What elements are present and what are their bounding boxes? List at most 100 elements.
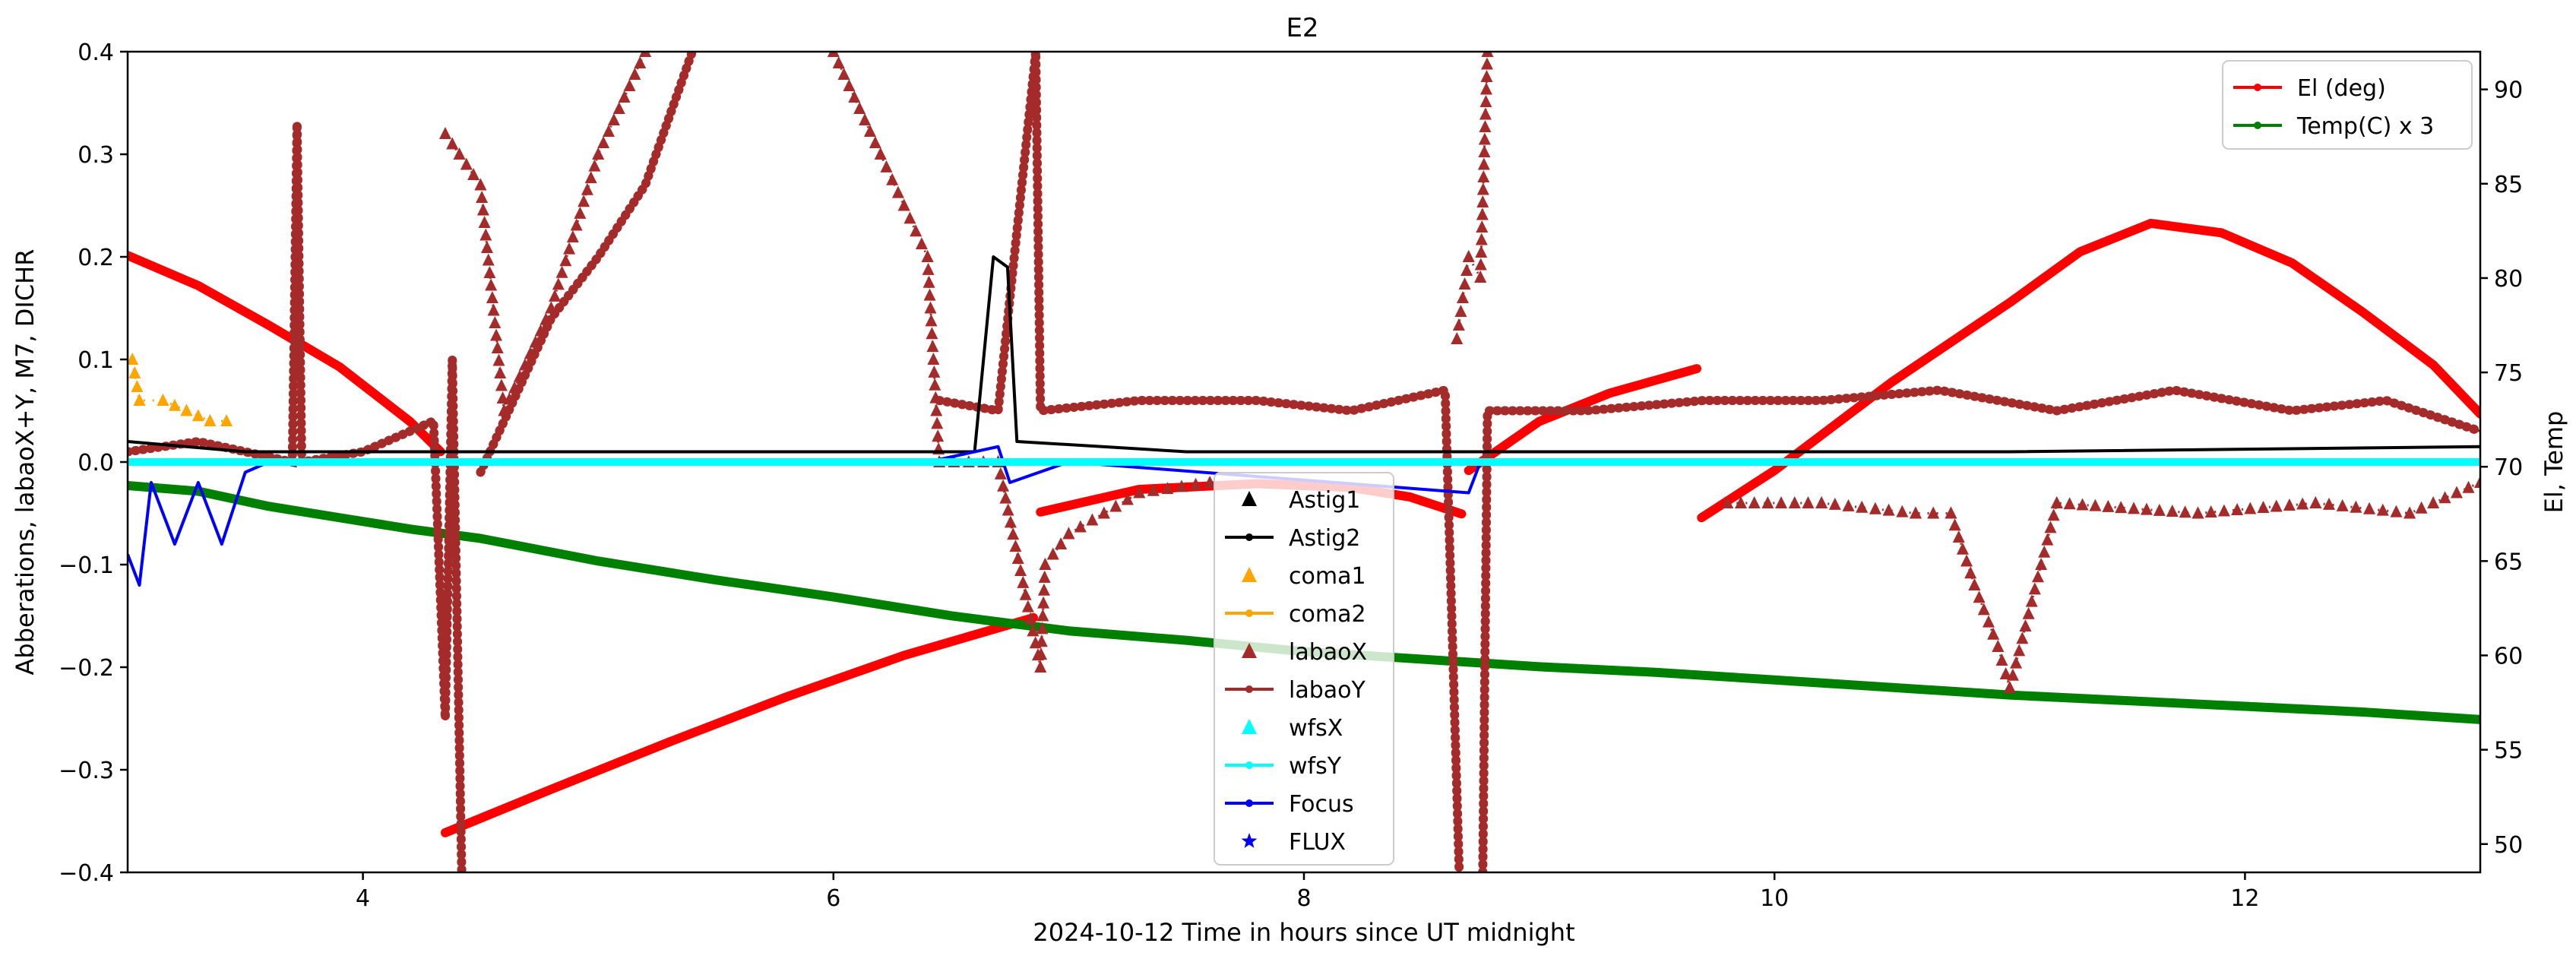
data-point <box>1147 483 1160 496</box>
data-point <box>863 125 876 137</box>
data-point <box>1761 496 1774 508</box>
data-point <box>2153 503 2166 516</box>
data-point <box>2404 506 2416 519</box>
y-left-tick-label: 0.0 <box>78 450 114 476</box>
data-point <box>1952 530 1965 543</box>
data-point <box>2231 503 2244 515</box>
data-point <box>1476 220 1489 233</box>
data-point <box>1019 587 1032 600</box>
data-point <box>1027 624 1040 637</box>
data-point <box>1456 291 1469 303</box>
data-point <box>474 178 487 191</box>
legend-item: coma2 <box>1225 601 1366 628</box>
data-point <box>460 157 473 170</box>
data-point <box>1869 502 1881 514</box>
data-point <box>1999 667 2012 679</box>
y-right-tick-label: 55 <box>2494 738 2523 764</box>
legend-marker <box>1242 567 1257 582</box>
data-point <box>191 409 204 422</box>
data-point <box>607 113 620 125</box>
data-point <box>1476 195 1489 207</box>
legend-label: labaoX <box>1289 639 1367 666</box>
data-point <box>481 241 493 253</box>
data-point <box>2102 499 2115 512</box>
data-point <box>927 353 940 365</box>
data-point <box>602 125 615 137</box>
data-point <box>2217 504 2230 517</box>
data-point <box>880 160 893 172</box>
data-point <box>921 250 934 262</box>
legend-item: labaoX <box>1242 639 1367 666</box>
data-point <box>478 216 491 228</box>
data-point <box>1021 600 1034 612</box>
legend-marker <box>1245 799 1253 807</box>
data-point <box>2047 508 2060 521</box>
data-point <box>628 68 641 80</box>
legend-marker <box>1245 685 1253 693</box>
data-point <box>1721 496 1734 508</box>
data-point <box>2166 505 2179 517</box>
data-point <box>545 301 558 314</box>
legend-marker <box>2254 84 2261 91</box>
data-point <box>1038 570 1051 583</box>
y-right-tick-label: 90 <box>2494 78 2523 104</box>
data-point <box>1036 609 1049 622</box>
y-left-tick-label: −0.1 <box>59 552 114 579</box>
series-labaoy <box>128 52 2480 872</box>
data-point <box>581 182 593 195</box>
legend-item: Temp(C) x 3 <box>2233 113 2434 140</box>
data-point <box>1039 558 1052 570</box>
data-point <box>612 102 625 114</box>
data-point <box>491 341 504 353</box>
data-point <box>467 168 480 180</box>
data-point <box>1475 245 1488 258</box>
data-point <box>634 56 647 68</box>
data-point <box>485 278 498 291</box>
legend-marker <box>1245 609 1253 617</box>
series-line <box>1697 218 2480 523</box>
series-astig2 <box>128 255 2480 454</box>
data-point <box>2204 505 2217 517</box>
data-point <box>1960 554 1973 567</box>
legend-item: coma1 <box>1242 563 1366 590</box>
legend-label: El (deg) <box>2297 75 2386 102</box>
data-point <box>994 467 1007 480</box>
data-point <box>2089 498 2102 511</box>
data-point <box>133 394 146 406</box>
data-point <box>1479 95 1492 107</box>
data-point <box>1460 264 1473 276</box>
legend-item: El (deg) <box>2233 75 2386 102</box>
data-point <box>1480 70 1493 82</box>
legend-label: Astig2 <box>1289 525 1360 552</box>
data-point <box>2006 668 2019 681</box>
data-point <box>592 147 605 160</box>
series-markers <box>476 52 698 477</box>
data-point <box>1982 615 1995 628</box>
data-point <box>540 312 552 325</box>
data-point <box>518 358 531 371</box>
data-point <box>157 394 169 406</box>
data-point <box>1479 120 1492 132</box>
data-point <box>897 198 910 211</box>
data-point <box>999 491 1012 504</box>
data-point <box>1968 578 1981 590</box>
y-right-tick-label: 80 <box>2494 266 2523 293</box>
series-line <box>131 359 227 423</box>
data-point <box>1176 480 1188 492</box>
data-point <box>1748 496 1761 508</box>
data-point <box>495 378 508 391</box>
data-point <box>2270 499 2283 512</box>
data-point <box>929 378 941 391</box>
data-point <box>1477 157 1490 170</box>
x-tick-label: 8 <box>1296 885 1311 912</box>
data-point <box>1014 563 1027 576</box>
data-point <box>832 56 845 68</box>
data-point <box>1036 622 1049 635</box>
series-labaox <box>438 52 2480 693</box>
data-point <box>2427 496 2440 508</box>
y-left-tick-label: −0.2 <box>59 655 114 682</box>
data-point <box>1454 305 1467 317</box>
chart-title: E2 <box>1286 13 1318 43</box>
data-point <box>2363 502 2376 514</box>
